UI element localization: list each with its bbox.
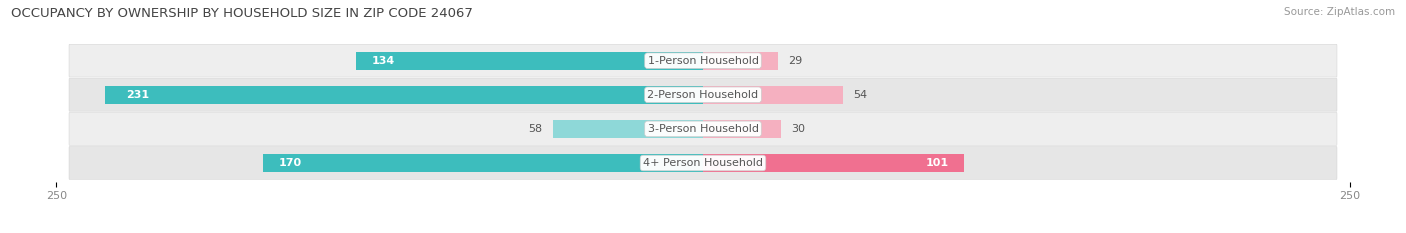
Text: Source: ZipAtlas.com: Source: ZipAtlas.com	[1284, 7, 1395, 17]
Text: 134: 134	[371, 56, 395, 66]
Bar	[105, 86, 703, 104]
Bar	[703, 52, 778, 70]
Text: 58: 58	[529, 124, 543, 134]
Bar	[356, 52, 703, 70]
Bar	[263, 154, 703, 172]
Text: 54: 54	[853, 90, 868, 100]
Text: 2-Person Household: 2-Person Household	[647, 90, 759, 100]
Bar	[703, 154, 965, 172]
Text: OCCUPANCY BY OWNERSHIP BY HOUSEHOLD SIZE IN ZIP CODE 24067: OCCUPANCY BY OWNERSHIP BY HOUSEHOLD SIZE…	[11, 7, 474, 20]
FancyBboxPatch shape	[69, 79, 1337, 111]
Text: 29: 29	[789, 56, 803, 66]
Text: 170: 170	[278, 158, 302, 168]
Text: 3-Person Household: 3-Person Household	[648, 124, 758, 134]
Text: 30: 30	[792, 124, 806, 134]
Text: 1-Person Household: 1-Person Household	[648, 56, 758, 66]
Bar	[703, 86, 842, 104]
Text: 101: 101	[925, 158, 949, 168]
Text: 4+ Person Household: 4+ Person Household	[643, 158, 763, 168]
Text: 231: 231	[127, 90, 149, 100]
FancyBboxPatch shape	[69, 44, 1337, 77]
Bar	[703, 120, 780, 138]
FancyBboxPatch shape	[69, 147, 1337, 179]
FancyBboxPatch shape	[69, 113, 1337, 145]
Bar	[553, 120, 703, 138]
